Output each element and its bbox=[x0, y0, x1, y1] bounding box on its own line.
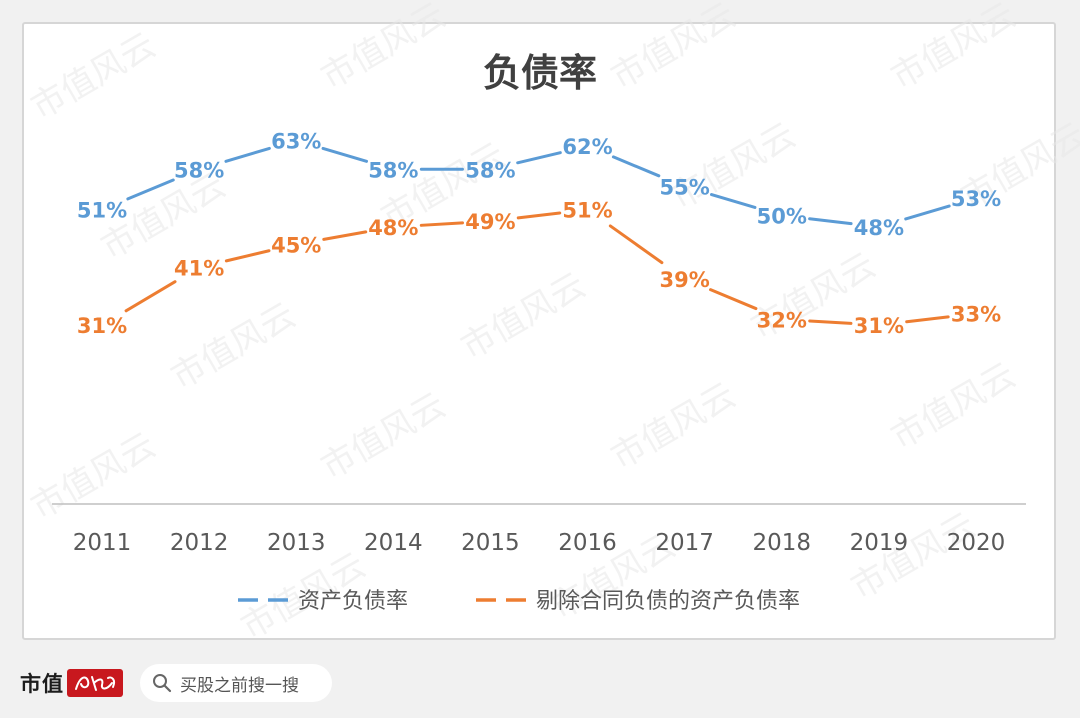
data-label: 51% bbox=[77, 199, 127, 223]
data-label: 53% bbox=[951, 187, 1001, 211]
legend-item: 资产负债率 bbox=[238, 589, 408, 614]
x-tick-label: 2020 bbox=[947, 530, 1006, 556]
x-tick-label: 2013 bbox=[267, 530, 326, 556]
watermark-text: 市值风云 bbox=[455, 265, 593, 368]
watermark-text: 市值风云 bbox=[885, 0, 1023, 98]
series-line-segment bbox=[224, 146, 271, 163]
series-line-segment bbox=[808, 319, 853, 325]
watermark-text: 市值风云 bbox=[845, 505, 983, 608]
series-line-segment bbox=[808, 217, 853, 226]
brand-seal bbox=[67, 669, 123, 697]
data-label: 55% bbox=[660, 176, 710, 200]
x-tick-label: 2015 bbox=[461, 530, 520, 556]
watermark-text: 市值风云 bbox=[315, 385, 453, 488]
series-line-segment bbox=[224, 249, 271, 263]
search-box[interactable]: 买股之前搜一搜 bbox=[140, 664, 332, 702]
watermark-text: 市值风云 bbox=[605, 375, 743, 478]
watermark-text: 市值风云 bbox=[885, 355, 1023, 458]
x-tick-label: 2011 bbox=[73, 530, 132, 556]
legend-label: 剔除合同负债的资产负债率 bbox=[536, 589, 800, 614]
x-tick-label: 2014 bbox=[364, 530, 423, 556]
series-2: 31% 41% 45% 48% 49% 51% 39% 32% 31% 33% bbox=[77, 199, 1001, 338]
data-label: 39% bbox=[660, 268, 710, 292]
x-tick-label: 2019 bbox=[850, 530, 909, 556]
series-line-segment bbox=[516, 211, 562, 220]
series-line-segment bbox=[905, 315, 950, 324]
series-layer: 51% 58% 63% 58% 58% 62% 55% 50% 48% 53% 31% 41% 45% 4… bbox=[77, 129, 1001, 338]
x-tick-label: 2018 bbox=[753, 530, 812, 556]
series-line-segment bbox=[321, 146, 368, 163]
data-label: 41% bbox=[174, 256, 224, 280]
watermark-text: 市值风云 bbox=[315, 0, 453, 98]
data-label: 49% bbox=[465, 210, 515, 234]
legend-item: 剔除合同负债的资产负债率 bbox=[476, 589, 800, 614]
series-line-segment bbox=[608, 224, 664, 265]
data-label: 62% bbox=[562, 135, 612, 159]
series-line-segment bbox=[516, 151, 562, 165]
search-text: 买股之前搜一搜 bbox=[180, 675, 299, 696]
x-tick-label: 2012 bbox=[170, 530, 229, 556]
legend-label: 资产负债率 bbox=[298, 589, 408, 614]
watermark-text: 市值风云 bbox=[25, 425, 163, 528]
data-label: 31% bbox=[77, 314, 127, 338]
series-line-segment bbox=[710, 193, 757, 209]
brand-seal-calligraphy-icon bbox=[75, 676, 116, 691]
watermark-text: 市值风云 bbox=[605, 0, 743, 98]
chart-card bbox=[22, 22, 1056, 640]
series-line-segment bbox=[709, 288, 758, 311]
watermark-text: 市值风云 bbox=[165, 295, 303, 398]
data-label: 58% bbox=[465, 158, 515, 182]
data-label: 48% bbox=[854, 216, 904, 240]
legend: 资产负债率 剔除合同负债的资产负债率 bbox=[238, 589, 800, 614]
data-label: 50% bbox=[757, 204, 807, 228]
series-line-segment bbox=[126, 178, 175, 201]
x-axis-ticks: 2011 2012 2013 2014 2015 2016 2017 2018 2019 2020 bbox=[73, 530, 1006, 556]
data-label: 33% bbox=[951, 303, 1001, 327]
search-icon bbox=[153, 674, 172, 693]
bottom-bar: 市值 买股之前搜一搜 bbox=[0, 650, 1080, 718]
watermark-text: 市值风云 bbox=[25, 25, 163, 128]
data-label: 31% bbox=[854, 314, 904, 338]
series-line-segment bbox=[904, 204, 951, 221]
data-label: 58% bbox=[368, 158, 418, 182]
data-label: 51% bbox=[562, 199, 612, 223]
data-label: 45% bbox=[271, 233, 321, 257]
series-line-segment bbox=[419, 221, 464, 227]
data-label: 58% bbox=[174, 158, 224, 182]
data-label: 48% bbox=[368, 216, 418, 240]
chart-title: 负债率 bbox=[483, 51, 597, 95]
series-line-segment bbox=[611, 155, 661, 178]
data-label: 32% bbox=[757, 308, 807, 332]
brand-text: 市值 bbox=[20, 671, 64, 696]
x-tick-label: 2017 bbox=[655, 530, 714, 556]
brand-logo: 市值 bbox=[20, 668, 123, 698]
x-tick-label: 2016 bbox=[558, 530, 617, 556]
data-label: 63% bbox=[271, 129, 321, 153]
series-line-segment bbox=[124, 280, 177, 313]
series-line-segment bbox=[322, 230, 368, 241]
series-1: 51% 58% 63% 58% 58% 62% 55% 50% 48% 53% bbox=[77, 129, 1001, 240]
